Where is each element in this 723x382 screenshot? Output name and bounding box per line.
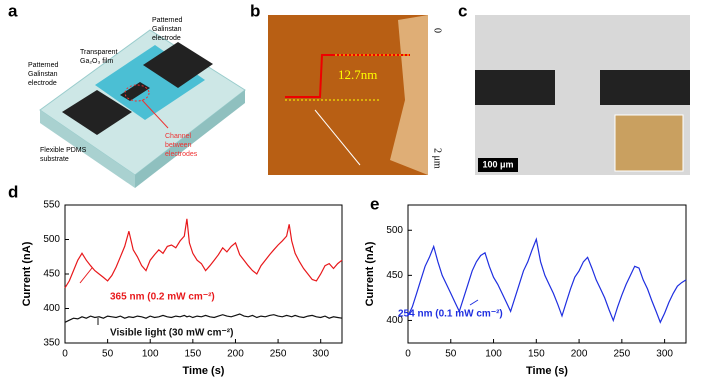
label: 100 μm: [482, 159, 513, 169]
series-label: Visible light (30 mW cm⁻²): [110, 328, 233, 339]
device-schematic: [39, 29, 246, 188]
plot-frame: [407, 204, 687, 344]
y-axis-label: Current (nA): [364, 241, 376, 306]
label: electrode: [28, 80, 57, 87]
label: Ga₂O₃ film: [80, 58, 113, 65]
x-tick-label: 100: [142, 349, 159, 360]
panel-label: a: [8, 1, 18, 20]
series-label: 365 nm (0.2 mW cm⁻²): [110, 292, 215, 303]
data-line: [407, 237, 687, 324]
data-line: [64, 313, 343, 323]
label: Transparent: [80, 49, 118, 56]
x-tick-label: 150: [185, 349, 202, 360]
y-tick-label: 350: [43, 338, 60, 349]
label: between: [165, 142, 192, 149]
panel-label: c: [458, 1, 467, 20]
y-axis-label: Current (nA): [21, 241, 33, 306]
y-tick-label: 500: [386, 225, 403, 236]
y-tick-label: 450: [386, 270, 403, 281]
label: Galinstan: [28, 71, 58, 78]
x-tick-label: 200: [227, 349, 244, 360]
label: Galinstan: [152, 26, 182, 33]
x-tick-label: 0: [62, 349, 68, 360]
label: 0: [432, 28, 443, 33]
label: substrate: [40, 156, 69, 163]
label: Channel: [165, 133, 192, 140]
x-tick-label: 300: [656, 349, 673, 360]
label: Flexible PDMS: [40, 147, 87, 154]
panel-label: e: [370, 194, 379, 213]
x-tick-label: 50: [445, 349, 457, 360]
y-tick-label: 550: [43, 200, 60, 211]
series-label: 254 nm (0.1 mW cm⁻²): [398, 309, 503, 320]
x-tick-label: 250: [614, 349, 631, 360]
x-axis-label: Time (s): [526, 365, 568, 377]
panel-label: d: [8, 182, 18, 201]
x-tick-label: 250: [270, 349, 287, 360]
label: electrode: [152, 35, 181, 42]
y-tick-label: 500: [43, 234, 60, 245]
y-tick-label: 400: [386, 315, 403, 326]
label: Patterned: [28, 62, 58, 69]
x-tick-label: 50: [102, 349, 114, 360]
label: electrodes: [165, 151, 198, 158]
x-tick-label: 200: [571, 349, 588, 360]
x-tick-label: 300: [312, 349, 329, 360]
label: Patterned: [152, 17, 182, 24]
y-tick-label: 450: [43, 269, 60, 280]
x-tick-label: 0: [405, 349, 411, 360]
x-tick-label: 150: [528, 349, 545, 360]
label: 12.7nm: [338, 67, 377, 82]
plot-frame: [64, 204, 343, 344]
arrow: [79, 267, 93, 284]
label: 2 μm: [432, 148, 443, 169]
x-tick-label: 100: [485, 349, 502, 360]
arrow: [469, 299, 479, 306]
panel-label: b: [250, 1, 260, 20]
data-line: [64, 218, 343, 289]
x-axis-label: Time (s): [183, 365, 225, 377]
y-tick-label: 400: [43, 303, 60, 314]
